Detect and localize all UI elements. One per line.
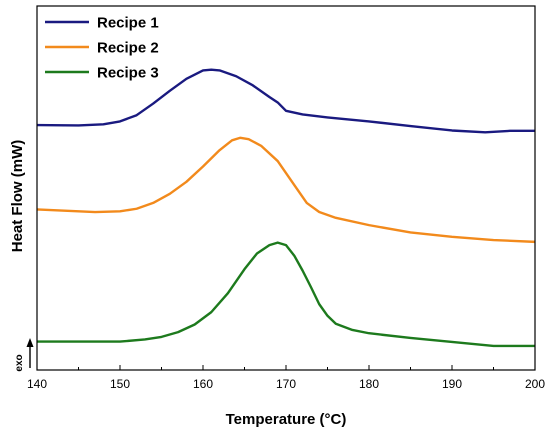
x-tick-label: 180 [359,377,379,391]
x-tick-label: 170 [276,377,296,391]
x-tick-label: 150 [110,377,130,391]
y-axis-title: Heat Flow (mW) [9,140,26,253]
legend: Recipe 1 Recipe 2 Recipe 3 [45,15,159,82]
x-tick-label: 200 [525,377,545,391]
plot-frame [36,5,536,371]
legend-label-recipe-1: Recipe 1 [97,15,159,32]
series-line-recipe-2 [36,136,536,244]
plot-layer [36,68,536,348]
series-line-recipe-3 [37,241,535,348]
x-axis-ticks: 140 150 160 170 180 190 200 [27,365,545,391]
series-line-recipe-1 [36,68,535,134]
exo-indicator: exo [14,338,34,372]
x-tick-label: 190 [442,377,462,391]
legend-label-recipe-3: Recipe 3 [97,65,159,82]
x-axis-title: Temperature (°C) [226,411,347,428]
x-tick-label: 160 [193,377,213,391]
legend-label-recipe-2: Recipe 2 [97,40,159,57]
exo-arrow-head [26,338,34,347]
x-tick-label: 140 [27,377,47,391]
exo-label: exo [14,354,25,371]
